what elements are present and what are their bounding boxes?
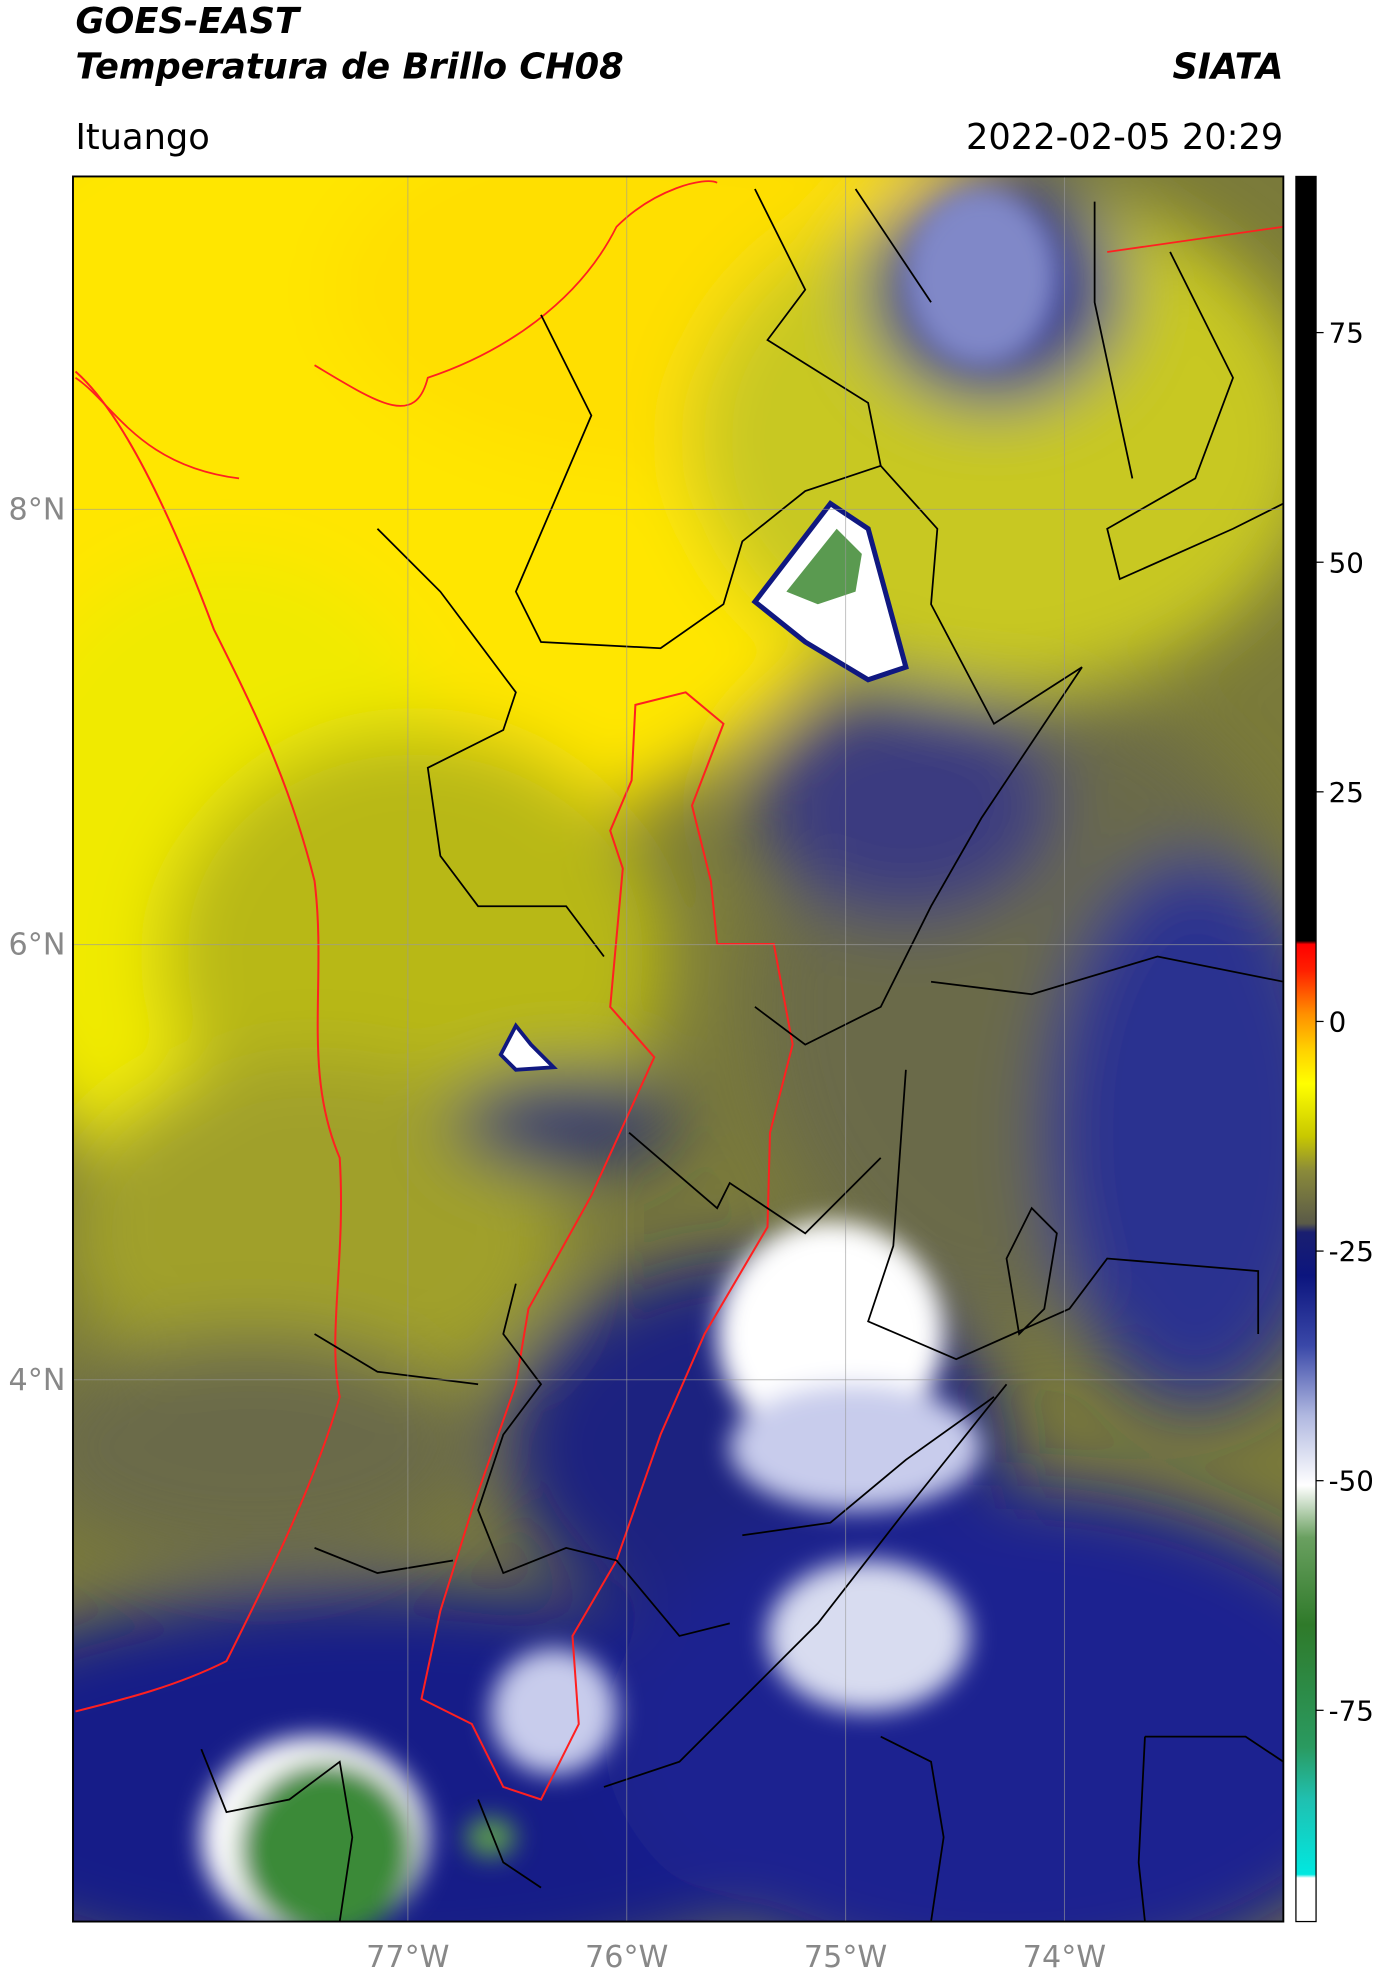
product-title: Temperatura de Brillo CH08 (75, 46, 623, 87)
colorbar-tick-label: 25 (1329, 776, 1364, 809)
y-tick-label: 6°N (9, 928, 66, 963)
y-tick-label: 4°N (9, 1363, 66, 1398)
graticule (72, 176, 1284, 1922)
colorbar-tick-label: -75 (1329, 1694, 1374, 1727)
colorbar-tick-label: 75 (1329, 317, 1364, 350)
colorbar-tick-label: -50 (1329, 1465, 1374, 1498)
satellite-image (72, 176, 1284, 1922)
colorbar-tick-label: 0 (1329, 1006, 1347, 1039)
map-frame (72, 175, 1285, 1923)
datetime: 2022-02-05 20:29 (966, 117, 1283, 158)
colorbar-tick-label: 50 (1329, 546, 1364, 579)
region: Ituango (75, 117, 209, 158)
x-tick-label: 76°W (585, 1940, 668, 1975)
x-tick-label: 75°W (804, 1940, 887, 1975)
colorbar (1295, 175, 1317, 1923)
satellite-title: GOES-EAST (75, 1, 302, 42)
agency: SIATA (1172, 46, 1283, 87)
colorbar-tick-label: -25 (1329, 1235, 1374, 1268)
x-tick-label: 74°W (1023, 1940, 1106, 1975)
x-tick-label: 77°W (366, 1940, 449, 1975)
y-tick-label: 8°N (9, 492, 66, 527)
